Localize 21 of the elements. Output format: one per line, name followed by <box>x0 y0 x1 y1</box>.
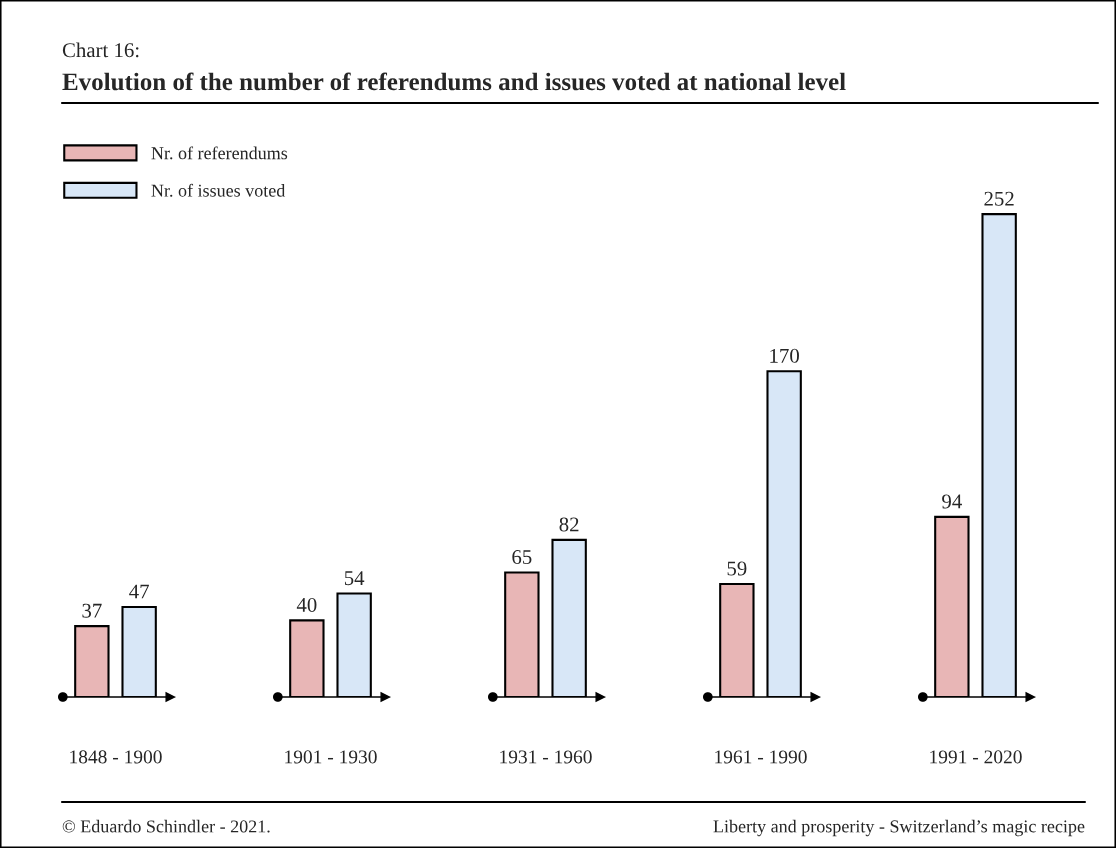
data-label: 82 <box>559 517 579 532</box>
legend-label: Nr. of issues voted <box>151 183 286 197</box>
legend-label: Nr. of referendums <box>151 146 288 160</box>
data-label: 65 <box>512 550 532 565</box>
x-tick-label: 1931 - 1960 <box>500 750 592 764</box>
x-tick-label: 1901 - 1930 <box>285 750 377 764</box>
data-label: 59 <box>727 561 747 576</box>
data-label: 37 <box>82 603 102 618</box>
x-tick-label: 1848 - 1900 <box>70 750 162 764</box>
data-label: 54 <box>344 571 365 586</box>
chart-subtitle: Chart 16: <box>62 42 139 58</box>
text: © Eduardo Schindler - 2021. <box>62 819 270 833</box>
text: Liberty and prosperity - Switzerland’s magic recipe <box>713 819 1085 837</box>
x-tick-label: 1961 - 1990 <box>715 750 807 764</box>
data-label: 94 <box>942 494 962 509</box>
data-label: 252 <box>984 191 1014 206</box>
x-tick-label: 1991 - 2020 <box>930 750 1022 764</box>
data-label: 40 <box>296 597 317 612</box>
data-label: 170 <box>770 348 799 363</box>
chart-title: Evolution of the number of referendums and issues voted at national level <box>62 72 846 91</box>
data-label: 47 <box>129 584 149 599</box>
